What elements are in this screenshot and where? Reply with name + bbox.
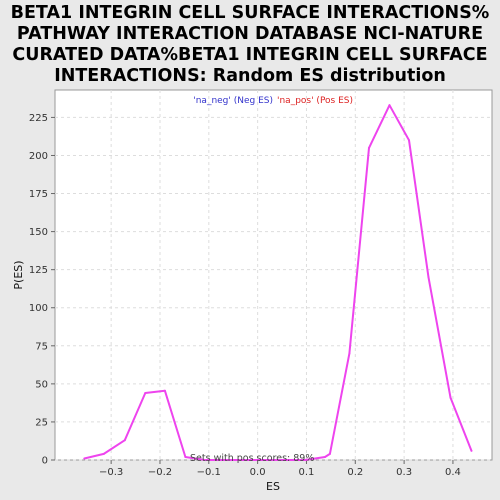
es-data-point: [348, 352, 351, 355]
chart-title-line-4: INTERACTIONS: Random ES distribution: [54, 66, 446, 86]
x-tick-label: −0.2: [148, 467, 172, 478]
y-tick-label: 225: [29, 113, 48, 124]
x-tick-label: 0.4: [445, 467, 461, 478]
es-data-point: [303, 459, 306, 461]
y-tick-label: 25: [35, 417, 48, 428]
es-data-point: [224, 459, 227, 461]
es-data-point: [83, 457, 86, 460]
x-tick-label: 0.0: [250, 467, 266, 478]
es-data-point: [264, 459, 267, 461]
chart-title-line-1: BETA1 INTEGRIN CELL SURFACE INTERACTIONS…: [11, 3, 490, 23]
y-axis-label: P(ES): [12, 260, 25, 289]
es-data-point: [203, 459, 206, 461]
y-tick-label: 150: [29, 227, 48, 238]
axis-ticks: −0.3 −0.2 −0.1 0.0 0.1 0.2 0.3 0.4 0 25 50 75 100 125…: [29, 113, 461, 478]
legend-entry-pos: 'na_pos' (Pos ES): [277, 96, 353, 106]
es-data-point: [284, 459, 287, 461]
grid-lines: [55, 90, 492, 461]
legend-entry-neg: 'na_neg' (Neg ES): [193, 96, 273, 106]
es-data-point: [324, 455, 327, 458]
chart-title-line-3: CURATED DATA%BETA1 INTEGRIN CELL SURFACE: [12, 45, 487, 65]
es-data-point: [328, 452, 331, 455]
y-tick-label: 175: [29, 189, 48, 200]
y-tick-label: 100: [29, 303, 48, 314]
es-data-point: [184, 455, 187, 458]
es-data-point: [449, 396, 452, 399]
es-data-point: [163, 389, 166, 392]
es-data-point: [123, 439, 126, 442]
x-tick-label: 0.3: [396, 467, 412, 478]
x-tick-label: 0.2: [347, 467, 363, 478]
y-tick-label: 50: [35, 379, 48, 390]
x-axis-label: ES: [266, 480, 280, 493]
x-tick-label: −0.3: [99, 467, 123, 478]
es-data-point: [244, 459, 247, 461]
y-tick-label: 125: [29, 265, 48, 276]
x-tick-label: −0.1: [197, 467, 221, 478]
es-data-point: [144, 392, 147, 395]
es-data-point: [470, 449, 473, 452]
es-data-point: [102, 452, 105, 455]
es-data-point: [388, 104, 391, 107]
es-data-point: [407, 139, 410, 142]
es-data-point: [367, 146, 370, 149]
pos-scores-annotation: Sets with pos scores: 89%: [190, 453, 314, 464]
series-group: [83, 104, 473, 461]
chart-title-line-2: PATHWAY INTERACTION DATABASE NCI-NATURE: [17, 24, 483, 44]
plot-area: [54, 89, 493, 461]
es-data-point: [427, 276, 430, 279]
x-tick-label: 0.1: [299, 467, 315, 478]
y-tick-label: 200: [29, 151, 48, 162]
y-tick-label: 75: [35, 341, 48, 352]
y-tick-label: 0: [42, 456, 48, 467]
